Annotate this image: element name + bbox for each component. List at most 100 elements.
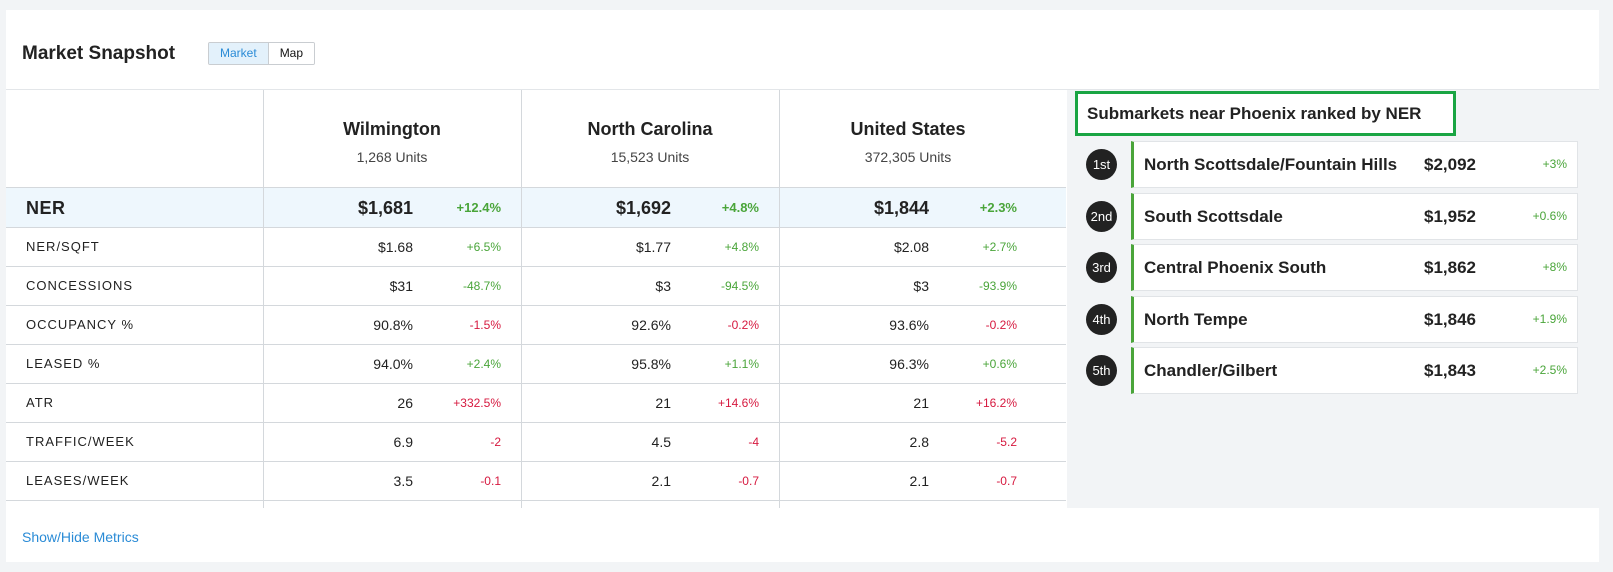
metric-value: $1.68 <box>377 239 413 255</box>
submarket-card[interactable]: Central Phoenix South $1,862 +8% <box>1131 244 1578 291</box>
submarkets-title: Submarkets near Phoenix ranked by NER <box>1075 91 1456 136</box>
metric-change: -0.2% <box>985 318 1017 332</box>
metric-value: 6.9 <box>393 434 413 450</box>
metric-value: 2.8 <box>909 434 929 450</box>
column-units: 15,523 Units <box>610 149 690 165</box>
submarket-ner-value: $1,846 <box>1424 309 1476 329</box>
column-divider <box>779 90 780 508</box>
submarket-card[interactable]: North Tempe $1,846 +1.9% <box>1131 295 1578 343</box>
metric-value: 90.8% <box>373 317 413 333</box>
metric-value: $3 <box>655 278 671 294</box>
submarket-card[interactable]: South Scottsdale $1,952 +0.6% <box>1131 192 1578 240</box>
metric-change: +16.2% <box>975 396 1017 410</box>
metric-change: +332.5% <box>453 396 501 410</box>
submarket-ner-value: $2,092 <box>1424 155 1476 174</box>
metric-label: CONCESSIONS <box>26 278 134 293</box>
submarket-ner-change: +1.9% <box>1532 311 1567 326</box>
column-place: North Carolina <box>587 119 713 139</box>
column-header-wilmington: Wilmington 1,268 Units <box>263 90 521 188</box>
submarket-card[interactable]: North Scottsdale/Fountain Hills $2,092 +3% <box>1131 141 1578 188</box>
column-header-north-carolina: North Carolina 15,523 Units <box>521 90 779 188</box>
metric-value: $3 <box>913 278 929 294</box>
table-row: NER/SQFT $1.68 +6.5% $1.77 +4.8% $2.08 +2.7% <box>6 227 1066 267</box>
metric-value: 4.5 <box>651 434 671 450</box>
metric-change: +0.6% <box>982 357 1017 371</box>
metric-change: +6.5% <box>466 240 501 254</box>
metric-change: +14.6% <box>717 396 759 410</box>
column-divider <box>263 90 264 508</box>
metric-change: -0.7 <box>738 474 759 488</box>
metric-label: ATR <box>26 395 55 410</box>
metric-value: 26 <box>397 395 413 411</box>
submarket-ner-change: +3% <box>1542 157 1567 171</box>
submarket-name-text: Chandler/Gilbert <box>1144 361 1278 380</box>
submarket-item[interactable]: 2nd South Scottsdale $1,952 +0.6% <box>1067 192 1599 240</box>
show-hide-metrics-link[interactable]: Show/Hide Metrics <box>22 529 139 545</box>
metric-change: -93.9% <box>978 279 1017 293</box>
submarket-ner-value: $1,862 <box>1424 258 1476 277</box>
metric-value: 3.5 <box>393 473 413 489</box>
metric-value: 94.0% <box>373 356 413 372</box>
table-row: TRAFFIC/WEEK 6.9 -2 4.5 -4 2.8 -5.2 <box>6 422 1066 462</box>
metric-value: 92.6% <box>631 317 671 333</box>
market-snapshot-card: Market Snapshot Market Map Wilmington 1,… <box>6 10 1599 562</box>
column-units: 1,268 Units <box>356 149 428 165</box>
metric-value: $31 <box>389 278 413 294</box>
metric-change: -0.1 <box>480 474 501 488</box>
table-header-row: Wilmington 1,268 Units North Carolina 15… <box>6 90 1066 188</box>
metric-label: TRAFFIC/WEEK <box>26 434 135 449</box>
metric-value: 2.1 <box>651 473 671 489</box>
tab-map[interactable]: Map <box>268 43 315 64</box>
column-header-united-states: United States 372,305 Units <box>779 90 1037 188</box>
submarket-ner-value: $1,952 <box>1424 206 1476 226</box>
table-row: CONCESSIONS $31 -48.7% $3 -94.5% $3 -93.9% <box>6 266 1066 306</box>
submarket-item[interactable]: 4th North Tempe $1,846 +1.9% <box>1067 295 1599 343</box>
view-toggle: Market Map <box>208 42 316 65</box>
submarket-name: Central Phoenix South <box>1144 245 1404 290</box>
submarket-card[interactable]: Chandler/Gilbert $1,843 +2.5% <box>1131 347 1578 394</box>
rank-badge: 1st <box>1086 149 1117 180</box>
table-row: LEASES/WEEK 3.5 -0.1 2.1 -0.7 2.1 -0.7 <box>6 461 1066 501</box>
metric-change: +4.8% <box>721 200 759 215</box>
submarket-name-text: South Scottsdale <box>1144 206 1283 226</box>
table-row: ATR 26 +332.5% 21 +14.6% 21 +16.2% <box>6 383 1066 423</box>
table-row: OCCUPANCY % 90.8% -1.5% 92.6% -0.2% 93.6% -0.2… <box>6 305 1066 345</box>
submarket-ner-change: +0.6% <box>1532 208 1567 223</box>
submarket-item[interactable]: 1st North Scottsdale/Fountain Hills $2,092… <box>1067 141 1599 188</box>
metric-value: $1.77 <box>635 239 671 255</box>
submarket-item[interactable]: 5th Chandler/Gilbert $1,843 +2.5% <box>1067 347 1599 394</box>
metric-label: OCCUPANCY % <box>26 317 135 332</box>
metric-change: -0.2% <box>727 318 759 332</box>
submarket-ner-change: +8% <box>1542 260 1567 274</box>
card-header: Market Snapshot Market Map <box>6 10 1599 90</box>
tab-market[interactable]: Market <box>209 43 269 64</box>
rank-badge: 5th <box>1086 355 1117 386</box>
metric-change: -1.5% <box>469 318 501 332</box>
submarket-item[interactable]: 3rd Central Phoenix South $1,862 +8% <box>1067 244 1599 291</box>
submarket-name: North Tempe <box>1144 297 1404 342</box>
metric-change: +1.1% <box>724 357 759 371</box>
metric-value: 21 <box>913 395 929 411</box>
metric-value: $2.08 <box>893 239 929 255</box>
column-place: Wilmington <box>343 119 441 139</box>
metric-change: -2 <box>490 435 501 449</box>
metric-value: 95.8% <box>631 356 671 372</box>
metric-change: +2.7% <box>982 240 1017 254</box>
submarket-name-text: North Scottsdale/Fountain Hills <box>1144 155 1398 174</box>
ner-row: NER $1,681 +12.4% $1,692 +4.8% $1,844 +2.3% <box>6 188 1066 228</box>
metric-change: -94.5% <box>720 279 759 293</box>
submarket-ner-value: $1,843 <box>1424 361 1476 380</box>
column-units: 372,305 Units <box>864 149 952 165</box>
metric-change: +2.3% <box>979 200 1017 215</box>
metric-value: $1,681 <box>357 198 413 218</box>
submarket-name: South Scottsdale <box>1144 194 1404 239</box>
submarkets-panel: Submarkets near Phoenix ranked by NER 1s… <box>1067 90 1599 508</box>
table-row: LEASED % 94.0% +2.4% 95.8% +1.1% 96.3% +0.6% <box>6 344 1066 384</box>
metric-change: -0.7 <box>996 474 1017 488</box>
submarket-name: Chandler/Gilbert <box>1144 348 1404 393</box>
rank-badge: 4th <box>1086 303 1117 335</box>
metric-change: -48.7% <box>462 279 501 293</box>
rank-badge: 3rd <box>1086 252 1117 283</box>
metric-value: 2.1 <box>909 473 929 489</box>
metric-change: +12.4% <box>456 200 501 215</box>
